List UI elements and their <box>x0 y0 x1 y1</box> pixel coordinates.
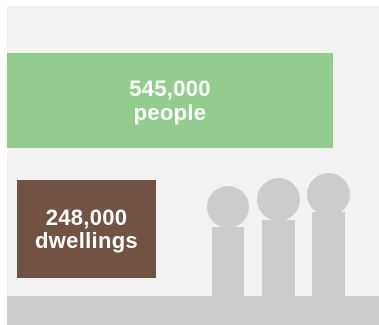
dwellings-value: 248,000 <box>45 204 128 230</box>
dwellings-stat-box: 248,000 dwellings <box>17 180 156 278</box>
person-head <box>307 173 350 216</box>
person-head <box>207 186 249 228</box>
person-head <box>257 178 300 221</box>
ground-bar <box>7 296 379 325</box>
person-icon-1 <box>207 186 249 298</box>
dwellings-label: dwellings <box>35 228 138 253</box>
person-icon-2 <box>257 178 300 298</box>
people-stat-box: 545,000 people <box>7 53 333 148</box>
people-label: people <box>133 99 207 125</box>
person-body <box>312 212 345 298</box>
people-value: 545,000 <box>129 76 211 102</box>
person-body <box>212 227 244 298</box>
person-icon-3 <box>307 173 350 298</box>
person-body <box>262 220 295 298</box>
